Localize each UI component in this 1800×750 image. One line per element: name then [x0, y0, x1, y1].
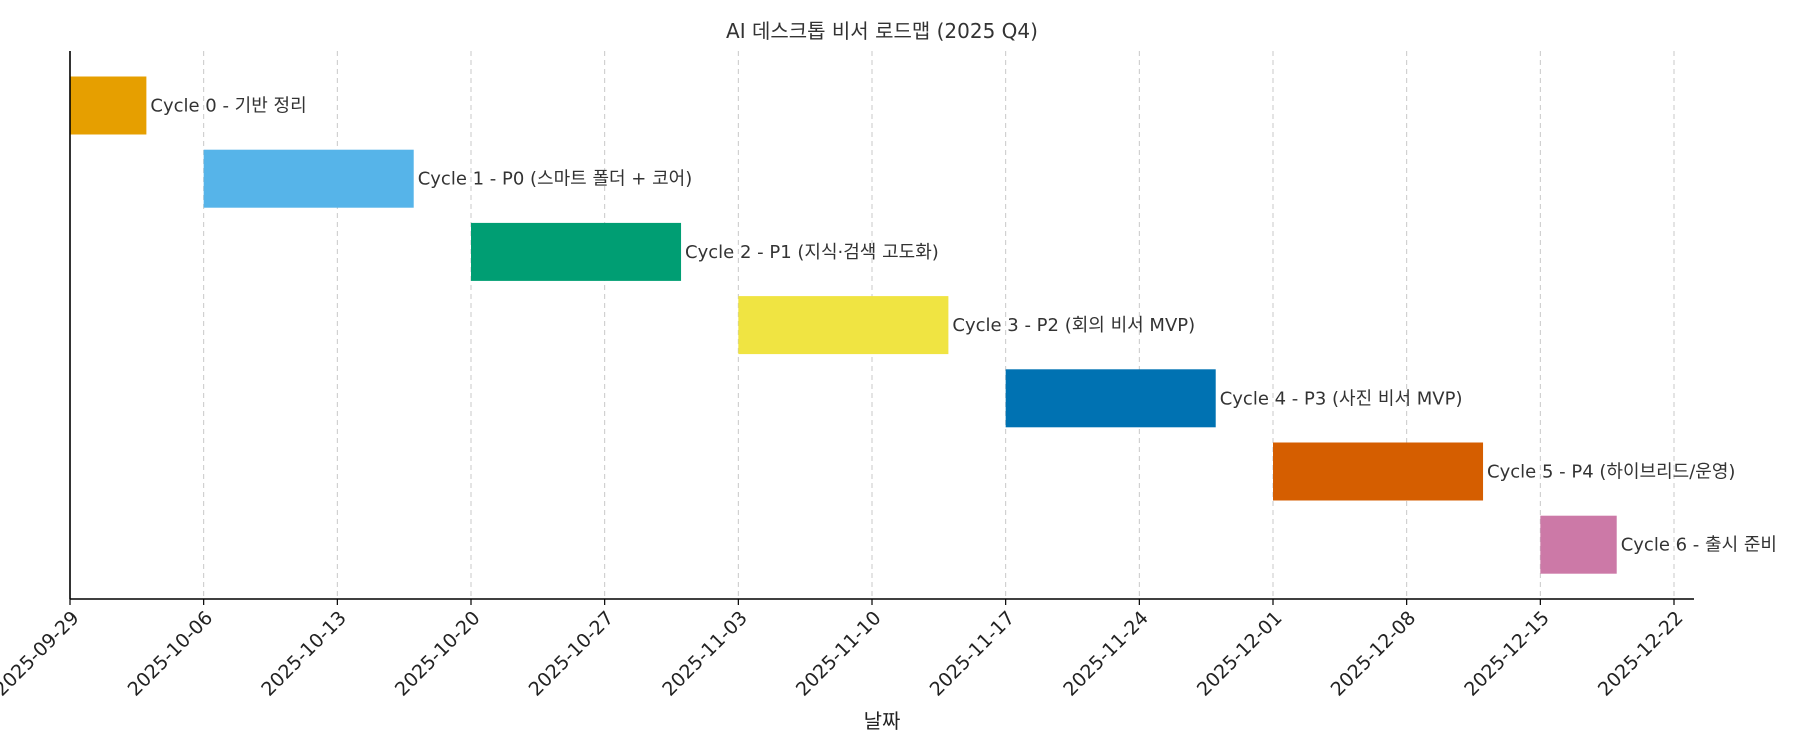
task-bar [70, 76, 147, 135]
task-bar [471, 222, 682, 281]
x-tick-label: 2025-10-27 [525, 607, 619, 701]
x-tick-label: 2025-10-20 [391, 607, 485, 701]
x-tick-label: 2025-11-10 [792, 607, 886, 701]
x-tick-label: 2025-11-17 [926, 607, 1020, 701]
task-bar [1005, 369, 1216, 428]
x-tick-label: 2025-11-24 [1059, 607, 1153, 701]
x-axis-label: 날짜 [864, 709, 901, 733]
x-tick-label: 2025-12-15 [1460, 607, 1554, 701]
task-label: Cycle 5 - P4 (하이브리드/운영) [1487, 462, 1735, 483]
task-bar [1273, 442, 1484, 501]
task-label: Cycle 0 - 기반 정리 [150, 96, 306, 117]
task-label: Cycle 6 - 출시 준비 [1621, 535, 1777, 556]
x-tick-label: 2025-09-29 [0, 607, 84, 701]
task-label: Cycle 3 - P2 (회의 비서 MVP) [952, 315, 1195, 336]
task-bar [1540, 515, 1617, 574]
x-axis-ticks: 2025-09-29 2025-10-06 2025-10-13 2025-10-20… [0, 599, 1688, 701]
task-bar [738, 296, 949, 355]
chart-title: AI 데스크톱 비서 로드맵 (2025 Q4) [726, 19, 1038, 43]
x-tick-label: 2025-11-03 [658, 607, 752, 701]
task-label: Cycle 2 - P1 (지식·검색 고도화) [685, 242, 939, 263]
task-bar [203, 149, 414, 208]
x-tick-label: 2025-12-08 [1327, 607, 1421, 701]
task-label: Cycle 1 - P0 (스마트 폴더 + 코어) [418, 169, 693, 190]
x-tick-label: 2025-10-13 [257, 607, 351, 701]
x-tick-label: 2025-12-01 [1193, 607, 1287, 701]
task-label: Cycle 4 - P3 (사진 비서 MVP) [1220, 388, 1463, 409]
x-tick-label: 2025-10-06 [124, 607, 218, 701]
task-bars [70, 76, 1617, 574]
task-labels: Cycle 0 - 기반 정리 Cycle 1 - P0 (스마트 폴더 + 코어… [150, 96, 1777, 556]
x-tick-label: 2025-12-22 [1594, 607, 1688, 701]
